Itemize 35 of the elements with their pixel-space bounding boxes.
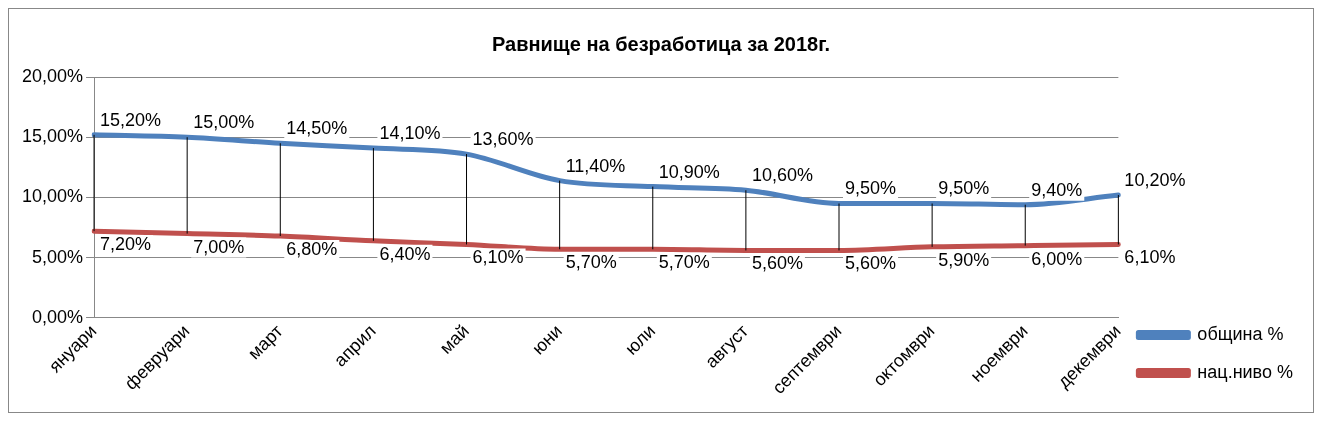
data-label: 5,70% bbox=[565, 252, 617, 273]
data-label: 6,10% bbox=[472, 247, 524, 268]
data-label: 6,10% bbox=[1124, 247, 1176, 268]
x-tick-label: юни bbox=[528, 320, 566, 359]
chart-title: Равнище на безработица за 2018г. bbox=[491, 32, 831, 55]
data-label: 14,50% bbox=[286, 118, 348, 139]
data-label: 14,10% bbox=[379, 123, 441, 144]
y-tick-label: 0,00% bbox=[32, 306, 84, 327]
x-tick-label: май bbox=[435, 320, 473, 358]
data-label: 6,80% bbox=[286, 238, 338, 259]
data-label: 15,20% bbox=[100, 109, 162, 130]
data-label: 10,20% bbox=[1124, 170, 1186, 191]
y-tick-label: 15,00% bbox=[21, 126, 84, 147]
x-tick-label: юли bbox=[621, 320, 660, 359]
y-tick-label: 5,00% bbox=[32, 246, 84, 267]
data-label: 6,40% bbox=[379, 243, 431, 264]
data-label: 9,50% bbox=[938, 178, 990, 199]
data-label: 5,70% bbox=[658, 252, 710, 273]
data-label: 10,60% bbox=[751, 165, 813, 186]
y-tick-label: 20,00% bbox=[21, 65, 84, 86]
data-label: 11,40% bbox=[565, 155, 626, 176]
data-label: 9,40% bbox=[1031, 179, 1083, 200]
data-label: 7,20% bbox=[100, 234, 152, 255]
legend-label: община % bbox=[1197, 323, 1284, 344]
data-label: 5,60% bbox=[751, 253, 803, 274]
data-label: 5,60% bbox=[845, 253, 897, 274]
data-label: 7,00% bbox=[193, 236, 245, 257]
data-label: 13,60% bbox=[472, 129, 534, 150]
data-label: 15,00% bbox=[193, 112, 255, 133]
data-label: 10,90% bbox=[658, 161, 720, 182]
data-label: 5,90% bbox=[938, 249, 990, 270]
legend-label: нац.ниво % bbox=[1197, 361, 1294, 382]
data-label: 6,00% bbox=[1031, 248, 1083, 269]
y-tick-label: 10,00% bbox=[21, 186, 84, 207]
data-label: 9,50% bbox=[845, 178, 897, 199]
